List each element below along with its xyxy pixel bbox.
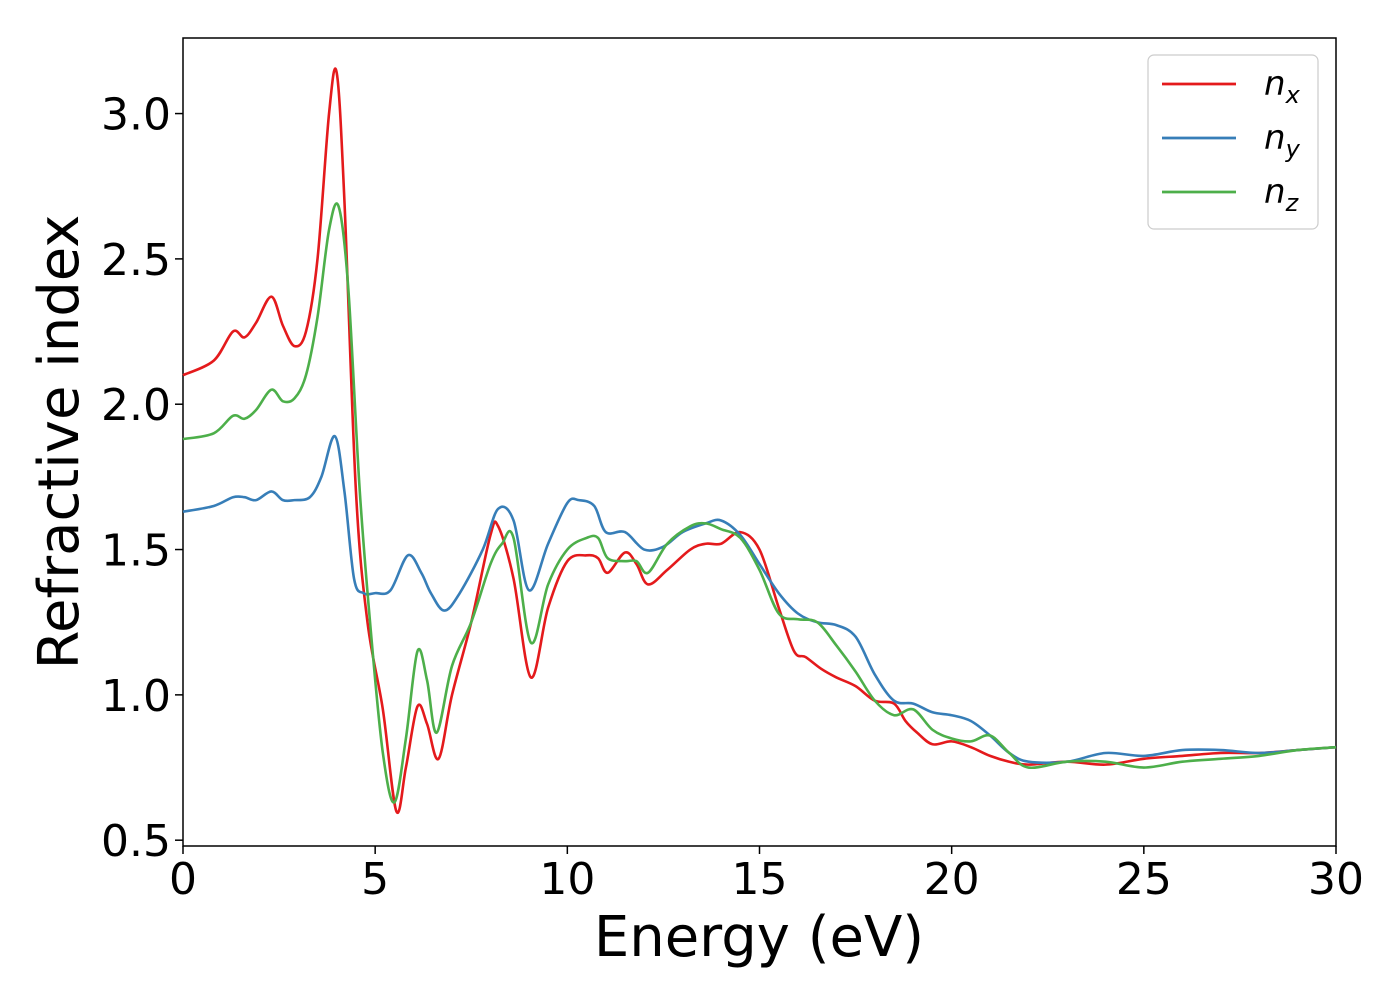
legend-subscript: y xyxy=(1285,135,1301,163)
y-axis-label: Refractive index xyxy=(27,215,92,670)
series-layer xyxy=(182,67,1337,815)
x-tick-label: 30 xyxy=(1308,854,1364,905)
x-tick-label: 15 xyxy=(732,854,788,905)
legend-box xyxy=(1147,54,1319,230)
x-tick-label: 0 xyxy=(169,854,197,905)
x-tick-label: 25 xyxy=(1116,854,1172,905)
series-line-nx xyxy=(182,67,1337,815)
y-axis-ticks: 0.5 1.0 1.5 2.0 2.5 3.0 xyxy=(101,90,183,867)
y-tick-label: 3.0 xyxy=(101,90,171,141)
legend-subscript: z xyxy=(1285,189,1300,217)
y-tick-label: 1.0 xyxy=(101,671,171,722)
y-tick-label: 2.0 xyxy=(101,380,171,431)
legend-subscript: x xyxy=(1285,81,1301,109)
x-axis-label: Energy (eV) xyxy=(594,905,924,970)
y-tick-label: 0.5 xyxy=(101,816,171,867)
x-tick-label: 20 xyxy=(924,854,980,905)
x-tick-label: 5 xyxy=(361,854,389,905)
x-tick-label: 10 xyxy=(539,854,595,905)
y-tick-label: 1.5 xyxy=(101,526,171,577)
series-line-nz xyxy=(182,202,1337,804)
x-axis-ticks: 0 5 10 15 20 25 30 xyxy=(169,846,1364,905)
y-tick-label: 2.5 xyxy=(101,235,171,286)
